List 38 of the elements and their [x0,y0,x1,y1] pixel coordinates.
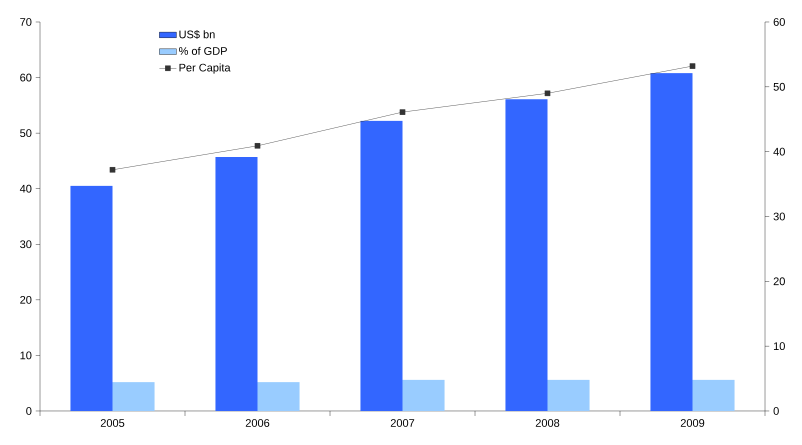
point [400,109,406,115]
legend-label: US$ bn [179,30,215,39]
y2-tick-label: 10 [774,342,785,350]
x-tick-label: 2007 [390,419,414,427]
y-tick-label: 30 [20,240,32,248]
point [110,167,116,173]
point [544,90,550,96]
bar [692,380,735,411]
y2-tick-label: 0 [774,407,779,415]
x-tick-label: 2009 [680,419,704,427]
legend-label: % of GDP [178,46,227,55]
bar [402,380,445,411]
x-tick-label: 2005 [100,419,124,427]
y2-tick-label: 60 [774,18,785,26]
bar [70,186,113,411]
bar [650,73,693,411]
y-tick-label: 0 [26,407,32,415]
bar [215,157,258,411]
x-tick-label: 2006 [246,419,270,427]
y2-tick-label: 50 [774,82,785,91]
y-tick-label: 20 [20,296,32,304]
bar [360,120,403,411]
legend-label: Per Capita [180,63,231,74]
bar [258,382,300,411]
point [690,63,696,69]
y-tick-label: 50 [20,129,32,138]
y-tick-label: 40 [20,184,32,193]
bar [505,99,548,411]
y-tick-label: 60 [20,74,32,82]
x-tick-label: 2008 [536,419,560,427]
y-tick-label: 70 [20,18,32,26]
bar [112,382,155,411]
y-tick-label: 10 [20,352,32,360]
y2-tick-label: 30 [774,212,785,220]
y2-tick-label: 20 [774,277,785,286]
point [254,143,260,149]
bar [548,380,590,411]
y2-tick-label: 40 [773,148,785,156]
